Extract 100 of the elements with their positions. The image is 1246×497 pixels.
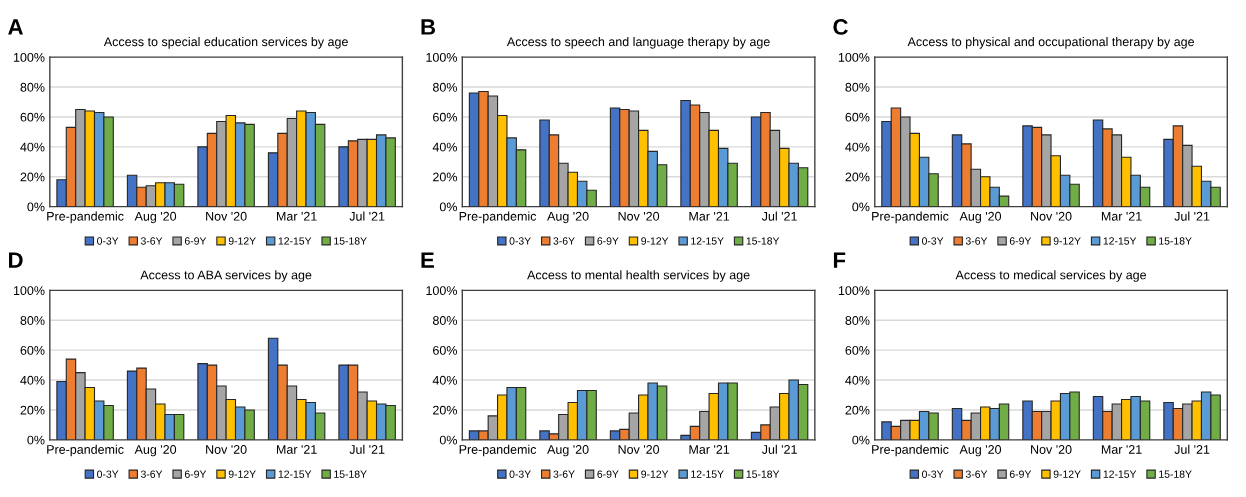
legend-label: 3-6Y [553,237,575,245]
x-tick-label: Nov '20 [1031,211,1072,221]
legend-label: 6-9Y [184,237,207,245]
y-tick-label: 0% [439,202,457,212]
x-tick-label: Jul '21 [1174,211,1210,221]
x-tick-label: Mar '21 [689,211,730,221]
x-tick-label: Aug '20 [134,211,177,224]
legend-label: 12-15Y [691,470,724,478]
y-tick-label: 100% [426,52,457,62]
y-tick-label: 0% [27,202,45,212]
chart-title: Access to speech and language therapy by age [506,36,770,49]
y-tick-label: 60% [433,112,457,122]
legend-label: 15-18Y [334,470,367,478]
legend-label: 15-18Y [334,237,367,245]
y-tick-label: 80% [845,82,870,92]
y-tick-label: 20% [20,172,45,182]
legend-label: 0-3Y [922,237,944,245]
legend-label: 12-15Y [1103,237,1137,245]
chart-title: Access to special education services by age [103,36,348,49]
x-tick-label: Jul '21 [761,444,797,454]
y-tick-label: 20% [433,172,457,182]
y-tick-label: 40% [20,375,45,385]
text: A [8,19,23,35]
y-tick-label: 60% [845,112,870,122]
y-tick-label: 0% [852,435,870,445]
legend-label: 3-6Y [965,237,988,245]
y-tick-label: 20% [845,172,870,182]
x-tick-label: Jul '21 [761,211,797,221]
legend-label: 6-9Y [597,237,619,245]
x-tick-label: Pre-pandemic [872,444,949,457]
y-tick-label: 80% [432,316,457,325]
x-tick-label: Mar '21 [277,211,317,221]
legend-label: 12-15Y [691,237,724,245]
legend-label: 9-12Y [641,237,669,245]
y-tick-label: 40% [432,375,457,385]
legend-label: 0-3Y [509,237,531,245]
y-tick-label: 60% [845,345,870,355]
y-tick-label: 40% [845,375,870,385]
x-tick-label: Nov '20 [618,211,660,221]
y-tick-label: 40% [20,142,45,152]
x-tick-label: Nov '20 [206,211,247,221]
chart-title: Access to physical and occupational therapy by age [907,36,1194,49]
y-tick-label: 80% [432,82,457,92]
x-tick-label: Aug '20 [959,211,1002,224]
legend-label: 15-18Y [746,470,780,478]
y-tick-label: 100% [13,286,45,296]
y-tick-label: 0% [27,435,45,445]
text: D [9,252,23,268]
legend-label: 9-12Y [641,470,669,478]
legend-label: 3-6Y [140,470,163,478]
x-tick-label: Aug '20 [959,445,1002,457]
x-tick-label: Pre-pandemic [47,444,124,457]
legend-label: 0-3Y [97,237,119,245]
legend-label: 6-9Y [597,470,619,478]
y-tick-label: 20% [845,405,870,415]
y-tick-label: 80% [20,316,45,325]
y-tick-label: 100% [838,286,870,296]
legend-label: 6-9Y [1009,237,1032,245]
legend-label: 12-15Y [1103,470,1137,478]
y-tick-label: 100% [838,52,870,62]
y-tick-label: 100% [13,52,45,62]
x-tick-label: Aug '20 [134,445,177,457]
y-tick-label: 60% [20,345,45,355]
x-tick-label: Mar '21 [1101,445,1142,454]
y-tick-label: 100% [426,286,457,296]
y-tick-label: 20% [20,405,45,415]
x-tick-label: Jul '21 [349,211,385,221]
text: B [421,19,436,35]
text: E [421,252,434,268]
y-tick-label: 80% [20,82,45,92]
legend-label: 15-18Y [1159,470,1192,478]
y-tick-label: 40% [432,142,457,152]
legend-label: 0-3Y [509,470,531,478]
text: C [833,19,848,35]
chart-title: Access to mental health services by age [527,270,750,282]
x-tick-label: Nov '20 [1031,445,1072,454]
x-tick-label: Aug '20 [547,445,589,457]
chart-title: Access to ABA services by age [140,270,312,282]
x-tick-label: Aug '20 [547,211,589,224]
y-tick-label: 80% [845,316,870,325]
x-tick-label: Pre-pandemic [872,211,949,224]
legend-label: 3-6Y [140,237,163,245]
x-tick-label: Jul '21 [1174,444,1210,454]
legend-label: 3-6Y [553,470,575,478]
legend-label: 12-15Y [278,470,312,478]
x-tick-label: Pre-pandemic [47,211,124,224]
y-tick-label: 60% [20,112,45,122]
x-tick-label: Pre-pandemic [459,444,537,457]
x-tick-label: Mar '21 [1101,211,1142,221]
legend-label: 15-18Y [1159,237,1192,245]
x-tick-label: Jul '21 [349,444,385,454]
x-tick-label: Mar '21 [689,445,730,454]
legend-label: 9-12Y [1053,470,1081,478]
legend-label: 9-12Y [228,237,256,245]
legend-label: 9-12Y [1053,237,1081,245]
text: F [833,252,846,268]
y-tick-label: 0% [852,202,870,212]
legend-label: 15-18Y [746,237,780,245]
legend-label: 12-15Y [278,237,312,245]
y-tick-label: 0% [439,435,457,445]
